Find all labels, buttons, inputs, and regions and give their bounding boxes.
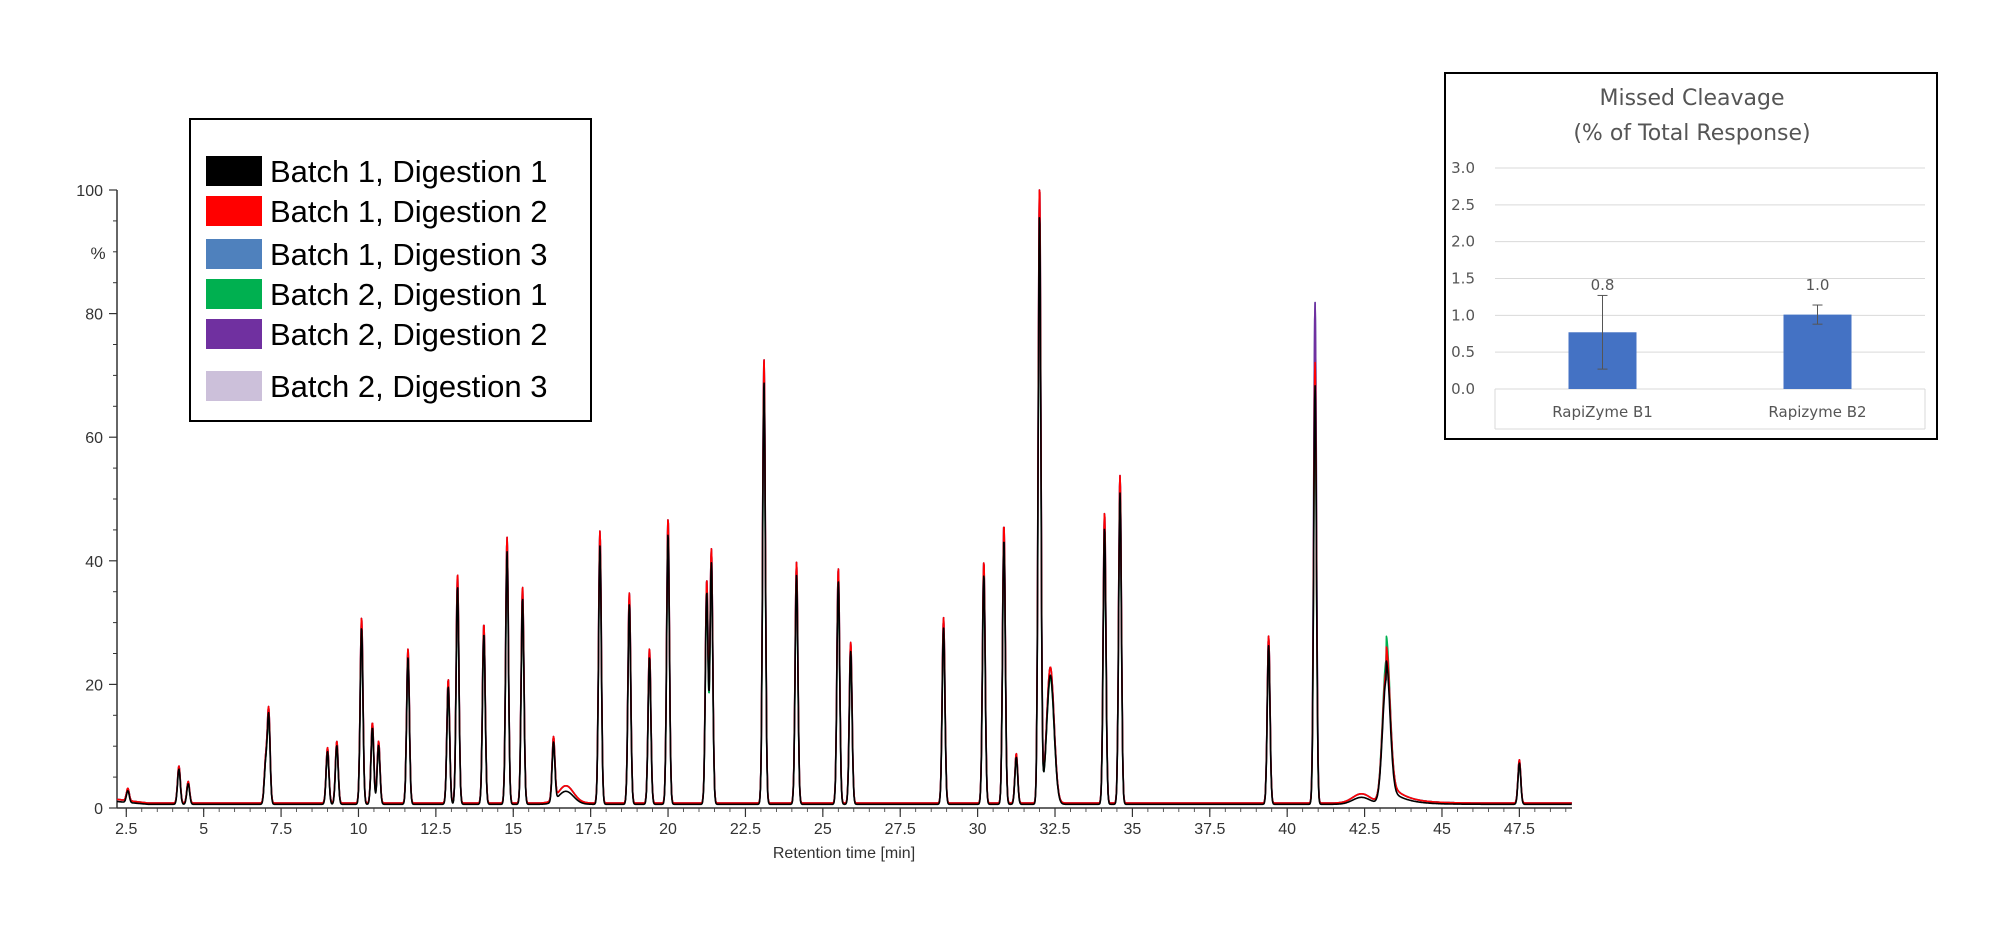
legend-swatch bbox=[206, 156, 262, 186]
x-tick-label: 37.5 bbox=[1194, 821, 1225, 838]
x-tick-label: 5 bbox=[199, 821, 208, 838]
inset-bar bbox=[1783, 314, 1852, 389]
x-tick-label: 30 bbox=[969, 821, 987, 838]
legend: Batch 1, Digestion 1 Batch 1, Digestion 2… bbox=[189, 118, 592, 422]
x-tick-label: 25 bbox=[814, 821, 832, 838]
legend-label: Batch 1, Digestion 3 bbox=[270, 237, 547, 272]
y-axis-ticks: 0 20 40 60 80 100 bbox=[76, 183, 117, 818]
x-tick-label: 40 bbox=[1278, 821, 1296, 838]
legend-swatch bbox=[206, 239, 262, 269]
chromatogram-traces bbox=[116, 189, 1573, 806]
legend-label: Batch 1, Digestion 1 bbox=[270, 154, 547, 189]
legend-label: Batch 2, Digestion 3 bbox=[270, 369, 547, 404]
inset-bars: 0.8 RapiZyme B1 1.0 Rapizyme B2 bbox=[1552, 276, 1866, 421]
y-tick-label: 40 bbox=[85, 554, 103, 571]
x-tick-label: 15 bbox=[504, 821, 522, 838]
legend-entry: Batch 1, Digestion 1 bbox=[206, 154, 547, 189]
legend-label: Batch 2, Digestion 2 bbox=[270, 317, 547, 352]
x-tick-label: 12.5 bbox=[420, 821, 451, 838]
legend-entry: Batch 2, Digestion 2 bbox=[206, 317, 547, 352]
inset-data-label: 1.0 bbox=[1806, 276, 1830, 294]
x-tick-label: 20 bbox=[659, 821, 677, 838]
x-tick-label: 17.5 bbox=[575, 821, 606, 838]
legend-label: Batch 1, Digestion 2 bbox=[270, 194, 547, 229]
x-tick-label: 2.5 bbox=[115, 821, 137, 838]
legend-swatch bbox=[206, 279, 262, 309]
y-tick-label: 20 bbox=[85, 677, 103, 694]
x-axis-ticks: 2.5 5 7.5 10 12.5 15 17.5 20 22.5 25 27.5 30 32.5 35 3… bbox=[115, 808, 1567, 838]
x-tick-label: 42.5 bbox=[1349, 821, 1380, 838]
legend-entry: Batch 2, Digestion 3 bbox=[206, 369, 547, 404]
y-tick-label: 0 bbox=[94, 801, 103, 818]
x-tick-label: 45 bbox=[1433, 821, 1451, 838]
chromatogram-axes: 0 20 40 60 80 100 2.5 5 7.5 10 12.5 15 17.5 20 22.5 25… bbox=[76, 183, 1572, 862]
inset-y-tick-label: 2.5 bbox=[1451, 196, 1475, 214]
x-tick-label: 7.5 bbox=[270, 821, 292, 838]
inset-y-tick-label: 1.5 bbox=[1451, 270, 1475, 288]
inset-y-tick-label: 1.0 bbox=[1451, 306, 1475, 324]
x-axis-label: Retention time [min] bbox=[773, 845, 915, 862]
inset-title-line-1: Missed Cleavage bbox=[1599, 86, 1784, 111]
inset-bar-group: 1.0 Rapizyme B2 bbox=[1768, 276, 1866, 421]
y-tick-label: 60 bbox=[85, 430, 103, 447]
x-tick-label: 10 bbox=[350, 821, 368, 838]
legend-entry: Batch 2, Digestion 1 bbox=[206, 277, 547, 312]
inset-y-tick-label: 0.5 bbox=[1451, 343, 1475, 361]
y-axis-label: % bbox=[90, 244, 105, 263]
y-tick-label: 80 bbox=[85, 307, 103, 324]
legend-swatch bbox=[206, 371, 262, 401]
inset-data-label: 0.8 bbox=[1591, 276, 1615, 294]
inset-bar-group: 0.8 RapiZyme B1 bbox=[1552, 276, 1653, 421]
legend-swatch bbox=[206, 196, 262, 226]
inset-title-line-2: (% of Total Response) bbox=[1573, 121, 1810, 146]
inset-frame bbox=[1444, 72, 1938, 440]
inset-category-label: Rapizyme B2 bbox=[1768, 403, 1866, 421]
x-tick-label: 32.5 bbox=[1039, 821, 1070, 838]
inset-category-label: RapiZyme B1 bbox=[1552, 403, 1653, 421]
legend-entry: Batch 1, Digestion 3 bbox=[206, 237, 547, 272]
inset-y-tick-label: 0.0 bbox=[1451, 380, 1475, 398]
missed-cleavage-inset: Missed Cleavage (% of Total Response) 0.… bbox=[1444, 72, 1938, 440]
legend-entry: Batch 1, Digestion 2 bbox=[206, 194, 547, 229]
inset-gridlines bbox=[1494, 167, 1926, 430]
legend-items: Batch 1, Digestion 1 Batch 1, Digestion 2… bbox=[206, 154, 547, 404]
inset-y-axis-ticks: 0.0 0.5 1.0 1.5 2.0 2.5 3.0 bbox=[1451, 159, 1475, 398]
inset-y-tick-label: 3.0 bbox=[1451, 159, 1475, 177]
legend-swatch bbox=[206, 319, 262, 349]
x-tick-label: 27.5 bbox=[885, 821, 916, 838]
legend-label: Batch 2, Digestion 1 bbox=[270, 277, 547, 312]
trace-1 bbox=[116, 217, 1573, 806]
x-tick-label: 22.5 bbox=[730, 821, 761, 838]
x-tick-label: 35 bbox=[1124, 821, 1142, 838]
y-tick-label: 100 bbox=[76, 183, 103, 200]
inset-y-tick-label: 2.0 bbox=[1451, 233, 1475, 251]
x-tick-label: 47.5 bbox=[1504, 821, 1535, 838]
